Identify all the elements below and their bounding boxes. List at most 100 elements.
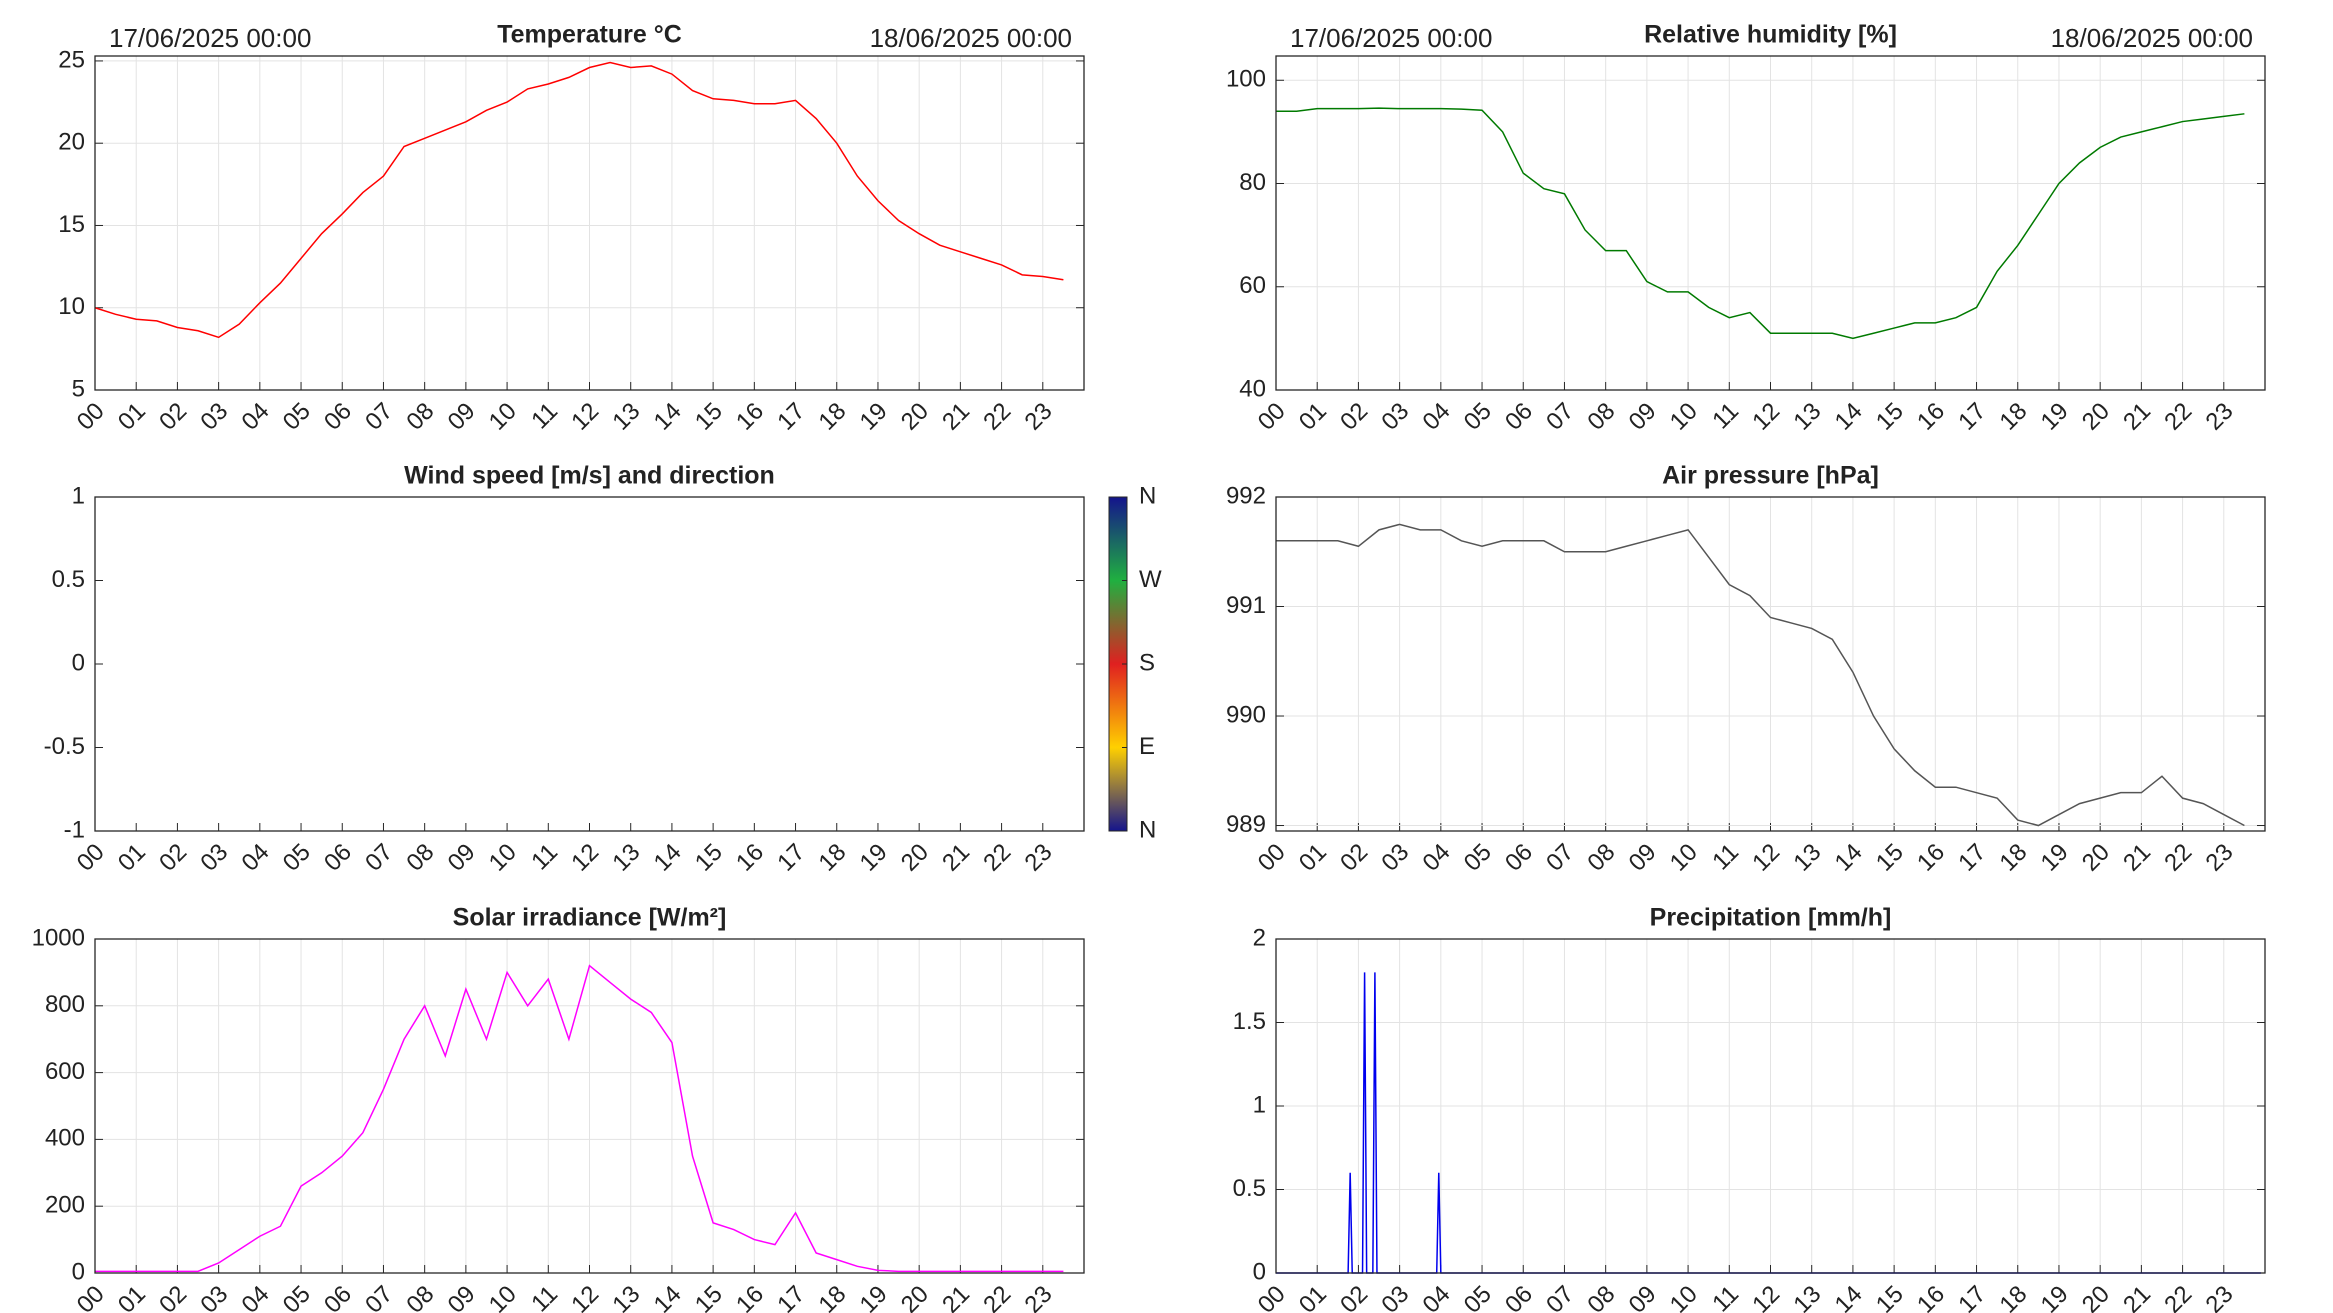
x-tick-label: 06 [319, 839, 357, 877]
x-tick-label: 01 [113, 398, 151, 436]
y-tick-label: -0.5 [44, 733, 85, 760]
x-tick-label: 18 [814, 398, 852, 436]
x-tick-label: 14 [649, 1281, 687, 1313]
x-tick-label: 14 [1830, 398, 1868, 436]
plot-area [95, 497, 1084, 831]
axes-box [94, 55, 1085, 391]
data-line [95, 964, 1064, 1273]
colorbar-label: S [1139, 649, 1155, 676]
x-tick-label: 18 [814, 1281, 852, 1313]
panel: 00 01 02 03 04 05 06 07 08 09 10 11 12 13 14 15 16 17 18 19… [32, 904, 1085, 1313]
panel: 00 01 02 03 04 05 06 07 08 09 10 11 12 13 14 15 16 17 18 19… [1233, 904, 2266, 1313]
x-tick-label: 23 [1020, 1281, 1058, 1313]
x-tick-label: 07 [1541, 398, 1579, 436]
x-tick-label: 02 [1335, 839, 1373, 877]
x-tick-label: 05 [278, 398, 316, 436]
y-tick-label: 800 [45, 991, 85, 1018]
x-tick-label: 14 [1830, 1281, 1868, 1313]
x-tick-label: 07 [360, 398, 398, 436]
x-tick-label: 07 [1541, 1281, 1579, 1313]
axes-box [1275, 938, 2266, 1274]
y-tick-label: 0 [1253, 1258, 1266, 1285]
x-tick-label: 21 [2118, 1281, 2156, 1313]
panel: 00 01 02 03 04 05 06 07 08 09 10 11 12 13 14 15 16 17 18 19… [1226, 462, 2266, 877]
chart-title: Temperature °C [497, 21, 682, 49]
x-tick-label: 19 [2036, 398, 2074, 436]
x-tick-label: 05 [1459, 1281, 1497, 1313]
y-tick-label: 20 [58, 129, 85, 156]
y-tick-label: 5 [72, 375, 85, 402]
x-tick-label: 00 [1253, 398, 1291, 436]
x-tick-label: 12 [1747, 398, 1785, 436]
y-tick-label: 2 [1253, 924, 1266, 951]
x-tick-label: 15 [1871, 839, 1909, 877]
panel: 00 01 02 03 04 05 06 07 08 09 10 11 12 13 14 15 16 17 18 19… [1226, 21, 2266, 436]
x-tick-label: 20 [896, 1281, 934, 1313]
y-tick-label: 990 [1226, 701, 1266, 728]
y-tick-label: 0 [72, 1258, 85, 1285]
y-tick-label: 0.5 [52, 566, 85, 593]
chart-title: Wind speed [m/s] and direction [404, 462, 775, 490]
x-tick-label: 13 [1788, 839, 1826, 877]
x-tick-label: 00 [72, 839, 110, 877]
x-tick-label: 20 [2077, 398, 2115, 436]
x-tick-label: 16 [1912, 398, 1950, 436]
x-tick-label: 10 [1665, 398, 1703, 436]
x-tick-label: 00 [1253, 839, 1291, 877]
x-tick-label: 20 [2077, 1281, 2115, 1313]
axes-box [1275, 55, 2266, 391]
colorbar-label: W [1139, 566, 1162, 593]
x-tick-label: 22 [2159, 1281, 2197, 1313]
x-tick-label: 19 [855, 398, 893, 436]
x-tick-label: 16 [1912, 1281, 1950, 1313]
annotation: 17/06/2025 00:00 [109, 23, 311, 53]
x-tick-label: 03 [195, 398, 233, 436]
colorbar-label: N [1139, 816, 1156, 843]
x-tick-label: 09 [1624, 839, 1662, 877]
x-tick-label: 16 [1912, 839, 1950, 877]
x-tick-label: 17 [1953, 1281, 1991, 1313]
x-tick-label: 20 [896, 398, 934, 436]
x-tick-label: 11 [526, 839, 563, 876]
x-tick-label: 22 [978, 398, 1016, 436]
x-tick-label: 10 [1665, 839, 1703, 877]
x-tick-label: 10 [484, 1281, 522, 1313]
y-tick-label: 10 [58, 293, 85, 320]
annotation: 18/06/2025 00:00 [2051, 23, 2253, 53]
x-tick-label: 05 [278, 1281, 316, 1313]
x-tick-label: 04 [237, 398, 275, 436]
annotation: 18/06/2025 00:00 [870, 23, 1072, 53]
chart-title: Solar irradiance [W/m²] [453, 904, 727, 932]
x-tick-label: 22 [2159, 398, 2197, 436]
x-tick-label: 13 [1788, 398, 1826, 436]
x-tick-label: 09 [1624, 1281, 1662, 1313]
y-tick-label: 1 [72, 482, 85, 509]
x-tick-label: 20 [2077, 839, 2115, 877]
x-tick-label: 17 [772, 839, 810, 877]
x-tick-label: 14 [1830, 839, 1868, 877]
x-tick-label: 09 [1624, 398, 1662, 436]
x-tick-label: 13 [607, 1281, 645, 1313]
data-line [94, 61, 1064, 339]
axes-box [1275, 496, 2266, 832]
x-tick-label: 02 [154, 398, 192, 436]
x-tick-label: 00 [72, 398, 110, 436]
x-tick-label: 00 [72, 1281, 110, 1313]
x-tick-label: 16 [731, 1281, 769, 1313]
x-tick-label: 23 [1020, 839, 1058, 877]
y-tick-label: 1000 [32, 924, 85, 951]
x-tick-label: 04 [237, 839, 275, 877]
chart-title: Air pressure [hPa] [1662, 462, 1879, 490]
y-tick-label: -1 [64, 816, 85, 843]
x-tick-label: 10 [1665, 1281, 1703, 1313]
y-tick-label: 40 [1239, 375, 1266, 402]
x-tick-label: 15 [690, 398, 728, 436]
y-tick-label: 989 [1226, 811, 1266, 838]
x-tick-label: 04 [1418, 398, 1456, 436]
x-tick-label: 14 [649, 839, 687, 877]
x-tick-label: 13 [1788, 1281, 1826, 1313]
y-tick-label: 0.5 [1233, 1175, 1266, 1202]
x-tick-label: 05 [1459, 398, 1497, 436]
panel: 00 01 02 03 04 05 06 07 08 09 10 11 12 13 14 15 16 17 18 19… [44, 462, 1162, 877]
axes-box [94, 496, 1085, 832]
